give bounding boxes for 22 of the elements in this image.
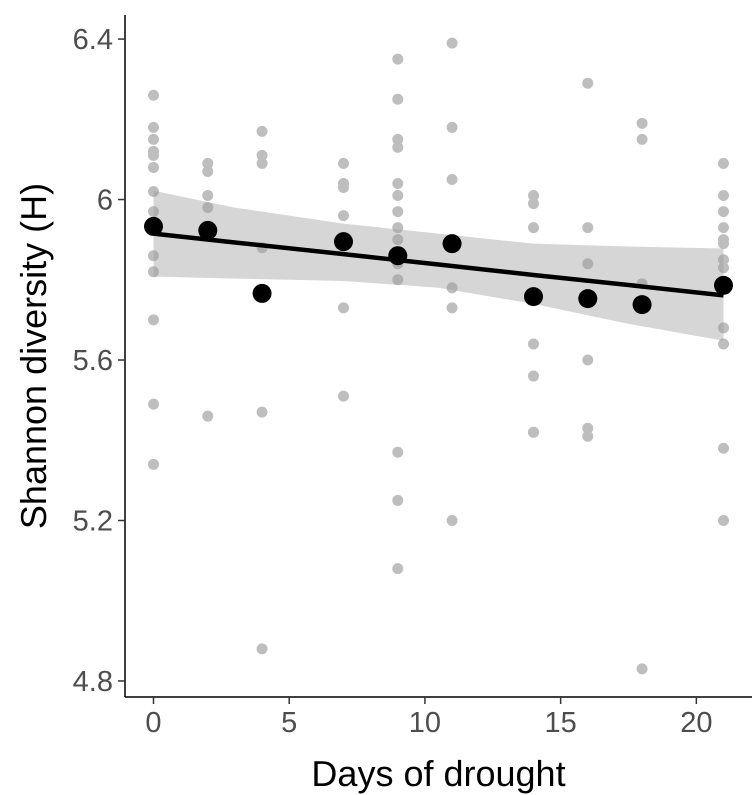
point xyxy=(578,289,598,308)
point xyxy=(442,234,462,254)
y-axis-title: Shannon diversity (H) xyxy=(13,182,54,530)
point xyxy=(334,232,353,252)
y-tick-label: 4.8 xyxy=(72,666,113,698)
point xyxy=(714,276,733,295)
point xyxy=(524,287,543,306)
y-tick-label: 6.4 xyxy=(72,24,113,56)
point xyxy=(252,284,272,303)
x-tick-label: 0 xyxy=(145,707,162,739)
y-tick-label: 5.6 xyxy=(72,345,113,378)
point xyxy=(388,246,408,266)
x-axis-title: Days of drought xyxy=(311,753,566,794)
x-tick-label: 10 xyxy=(408,707,442,739)
x-tick-label: 20 xyxy=(680,707,712,739)
point xyxy=(632,295,652,314)
point xyxy=(198,220,218,240)
x-tick-label: 5 xyxy=(281,707,298,739)
y-tick-label: 5.2 xyxy=(72,506,113,538)
x-tick-label: 15 xyxy=(544,707,577,739)
y-tick-label: 6 xyxy=(96,184,113,217)
point xyxy=(144,216,163,236)
